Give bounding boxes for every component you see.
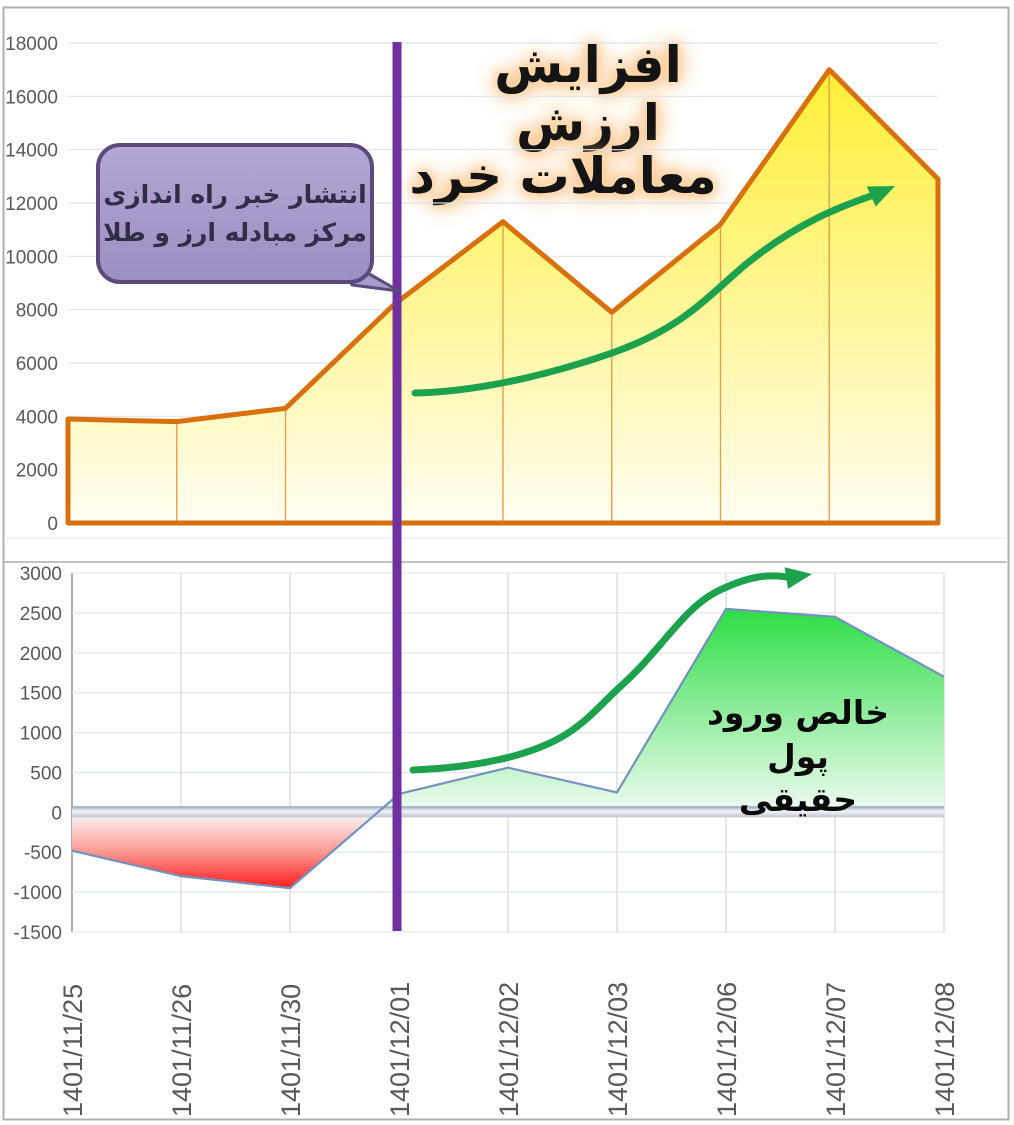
x-axis-label: 1401/12/01 [385,982,415,1117]
top-y-axis-label: 4000 [16,407,58,428]
bottom-y-axis-label: -1000 [13,883,62,904]
bottom-y-axis-label: 0 [51,803,62,824]
top-y-axis-label: 10000 [5,247,58,268]
x-axis-label: 1401/12/03 [603,982,633,1117]
bottom-y-axis-label: 1500 [20,684,62,705]
bottom-y-axis-label: 2500 [20,604,62,625]
top-y-axis-label: 14000 [5,141,58,162]
top-y-axis-label: 12000 [5,194,58,215]
top-y-axis-label: 16000 [5,87,58,108]
bottom-y-axis-label: 3000 [20,564,62,585]
bottom-y-axis-label: -500 [24,843,62,864]
top-y-axis-label: 6000 [16,354,58,375]
x-axis-label: 1401/12/02 [494,982,524,1117]
x-axis-label: 1401/11/30 [276,984,306,1117]
callout-text-line2: مرکز مبادله ارز و طلا [103,218,367,247]
callout-bubble: انتشار خبر راه اندازی مرکز مبادله ارز و … [96,143,374,284]
top-y-axis-label: 0 [47,514,58,535]
net-outflow-area [72,812,378,888]
top-y-axis-label: 8000 [16,301,58,322]
x-axis-label: 1401/12/08 [930,982,960,1117]
callout-text-line1: انتشار خبر راه اندازی [103,180,366,209]
x-axis-label: 1401/12/06 [712,982,742,1117]
x-axis-labels: 1401/11/25 1401/11/26 1401/11/30 1401/12/01… [58,982,960,1117]
bottom-y-axis-label: 2000 [20,644,62,665]
bottom-y-axis-label: 1000 [20,724,62,745]
x-axis-label: 1401/12/07 [821,982,851,1117]
top-chart: 18000 16000 14000 12000 10000 8000 6000 4000 200… [5,34,938,535]
x-axis-label: 1401/11/25 [58,984,88,1117]
dual-area-chart-image: 1800016000140001200010000800060004000200… [0,0,1014,1125]
x-axis-label: 1401/11/26 [167,984,197,1117]
bottom-y-axis-label: -1500 [13,923,62,944]
top-y-axis-label: 2000 [16,461,58,482]
bottom-y-axis-label: 500 [30,763,62,784]
net-inflow-label: خالص ورود پول حقیقی [703,691,893,822]
net-inflow-line1: خالص ورود [703,691,893,735]
top-y-axis-label: 18000 [5,34,58,55]
net-inflow-line2: پول حقیقی [703,735,893,822]
